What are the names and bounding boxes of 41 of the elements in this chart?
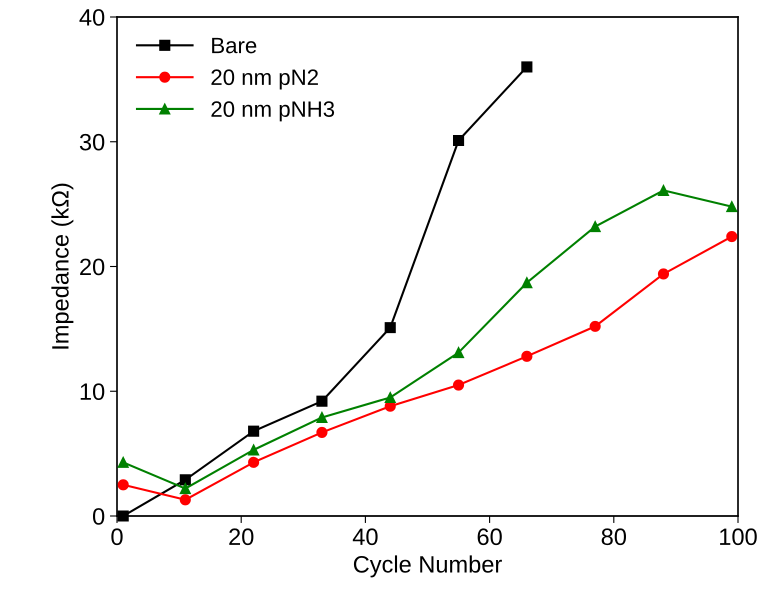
y-tick-label: 40: [79, 9, 104, 26]
point: [658, 184, 670, 196]
x-tick-label: 40: [352, 528, 378, 546]
point: [726, 231, 738, 242]
point: [180, 474, 191, 486]
point: [521, 350, 532, 362]
x-tick-label: 80: [602, 528, 626, 546]
x-axis-title: Cycle Number: [354, 555, 502, 578]
point: [118, 479, 129, 490]
legend-label: Bare: [212, 38, 256, 54]
point: [590, 221, 601, 232]
point: [248, 444, 260, 456]
point: [180, 494, 191, 506]
y-tick-label: 30: [80, 134, 104, 151]
point: [452, 379, 464, 391]
x-tick-label: 60: [478, 528, 502, 546]
point: [590, 320, 601, 332]
y-tick-label: 10: [80, 383, 104, 400]
point: [726, 201, 738, 212]
point: [521, 277, 532, 288]
x-tick-label: 0: [111, 528, 123, 546]
legend-label: 20 nm pNH3: [211, 101, 334, 122]
point: [118, 456, 129, 468]
y-axis-title: Impedance (kΩ): [51, 184, 74, 349]
y-tick-label: 20: [80, 258, 104, 276]
point: [248, 426, 260, 437]
point: [180, 483, 191, 494]
point: [316, 426, 328, 438]
point: [316, 396, 328, 407]
point: [248, 456, 260, 468]
x-tick-label: 20: [229, 528, 254, 546]
point: [521, 61, 532, 72]
point: [452, 134, 464, 146]
point: [658, 268, 670, 280]
point: [316, 412, 328, 424]
y-tick-label: 0: [92, 508, 104, 525]
point: [452, 347, 464, 358]
legend-label: 20 nm pN2: [211, 69, 318, 90]
point: [384, 392, 396, 404]
x-tick-label: 100: [720, 528, 757, 546]
point: [384, 322, 396, 334]
